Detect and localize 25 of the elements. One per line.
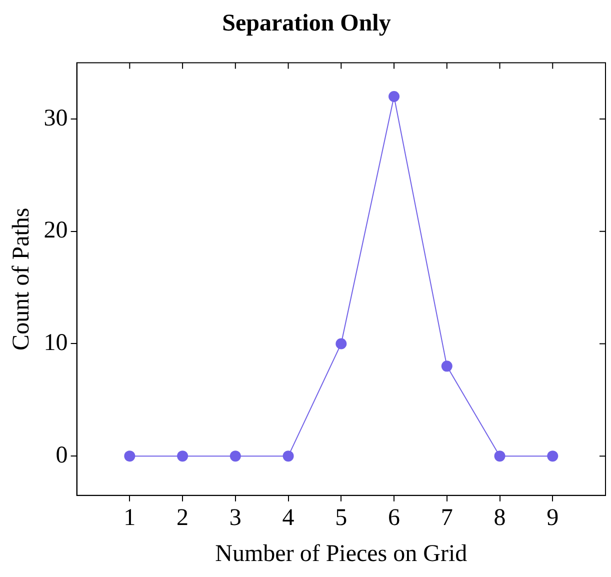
point xyxy=(494,450,506,462)
y-tick-label: 20 xyxy=(44,218,68,244)
chart-title: Separation Only xyxy=(222,10,391,37)
x-tick-label: 1 xyxy=(124,505,136,532)
y-tick-label: 30 xyxy=(44,105,68,132)
x-tick-label: 9 xyxy=(546,505,559,532)
point xyxy=(388,91,400,102)
point xyxy=(177,450,188,462)
x-tick-label: 6 xyxy=(388,505,400,532)
x-tick-label: 7 xyxy=(440,505,453,532)
x-tick-label: 3 xyxy=(229,505,242,532)
point xyxy=(282,450,294,462)
x-tick-label: 2 xyxy=(176,505,189,532)
y-tick-label: 0 xyxy=(56,442,68,468)
point xyxy=(124,450,136,462)
x-tick-label: 5 xyxy=(335,505,348,532)
point xyxy=(230,450,241,462)
point xyxy=(336,338,347,350)
x-axis-title: Number of Pieces on Grid xyxy=(215,540,468,567)
y-tick-label: 10 xyxy=(44,330,68,356)
point xyxy=(547,450,558,462)
x-tick-label: 8 xyxy=(494,505,506,532)
x-tick-label: 4 xyxy=(282,505,294,532)
point xyxy=(441,360,452,372)
y-axis-title: Count of Paths xyxy=(8,208,35,350)
